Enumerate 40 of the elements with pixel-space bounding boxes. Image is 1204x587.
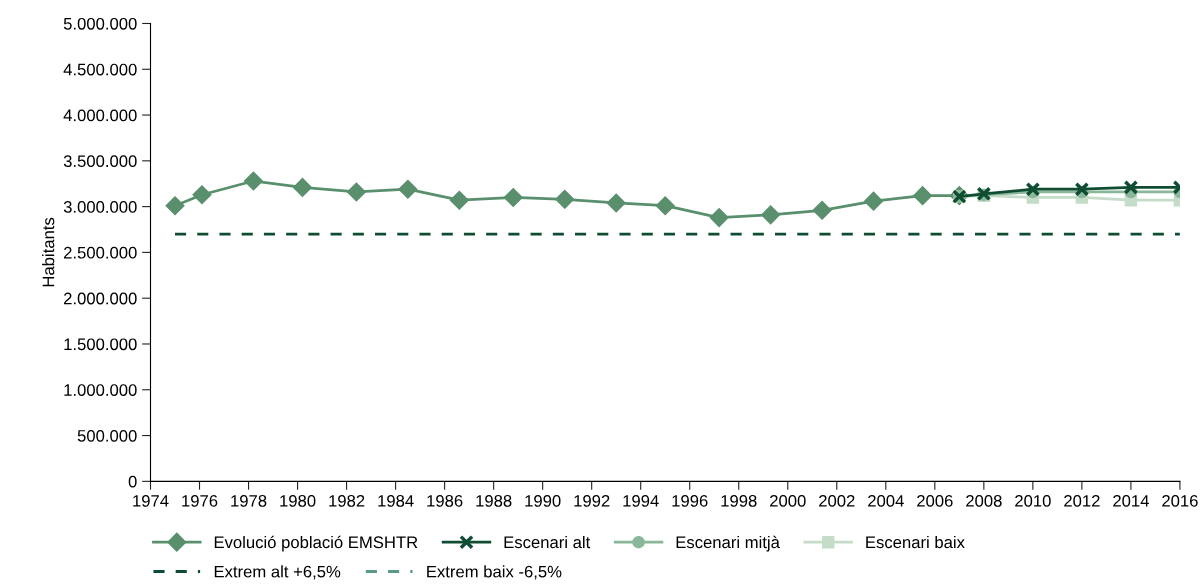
- legend-label: Evolució població EMSHTR: [214, 535, 418, 552]
- x-tick-label: 1984: [378, 494, 414, 507]
- x-tick-label: 2010: [1015, 494, 1051, 507]
- x-tick-label: 2016: [1162, 494, 1198, 507]
- x-tick-label: 1988: [476, 494, 512, 507]
- x-tick-label: 1978: [231, 494, 267, 507]
- x-tick-label: 1994: [623, 494, 659, 507]
- x-tick-label: 2014: [1113, 494, 1149, 507]
- x-tick-label: 2000: [770, 494, 806, 507]
- x-tick-label: 1998: [721, 494, 757, 507]
- y-tick-label: 3.000.000: [63, 201, 137, 213]
- y-tick-label: 2.000.000: [64, 292, 137, 305]
- y-tick-label: 5.000.000: [63, 17, 137, 30]
- x-tick-label: 1974: [133, 494, 169, 507]
- legend-label: Escenari baix: [866, 535, 965, 549]
- y-tick-label: 1.500.000: [64, 338, 137, 351]
- y-tick-label: 4.500.000: [63, 63, 137, 76]
- legend-label: Extrem alt +6,5%: [214, 565, 341, 580]
- y-tick-label: 3.500.000: [63, 155, 137, 168]
- x-tick-label: 2002: [819, 494, 855, 507]
- y-tick-label: 1.000.000: [64, 384, 137, 396]
- x-tick-label: 1996: [672, 494, 708, 507]
- x-tick-label: 2012: [1064, 494, 1100, 507]
- y-tick-label: 0: [128, 475, 137, 488]
- legend-label: Escenari mitjà: [676, 535, 780, 552]
- x-tick-label: 1980: [280, 494, 316, 507]
- x-tick-label: 1982: [329, 494, 365, 507]
- x-tick-label: 1992: [574, 494, 610, 507]
- y-tick-label: 4.000.000: [63, 109, 137, 122]
- legend-label: Escenari alt: [504, 535, 591, 549]
- y-axis-title: Habitants: [42, 217, 55, 287]
- x-tick-label: 2008: [966, 494, 1002, 507]
- y-tick-label: 2.500.000: [64, 246, 137, 259]
- x-tick-label: 1986: [427, 494, 463, 507]
- x-tick-label: 2006: [917, 494, 953, 507]
- y-tick-label: 500.000: [77, 429, 137, 442]
- x-tick-label: 1976: [182, 494, 218, 507]
- x-tick-label: 2004: [868, 494, 904, 507]
- legend-label: Extrem baix -6,5%: [427, 565, 562, 580]
- x-tick-label: 1990: [525, 494, 561, 507]
